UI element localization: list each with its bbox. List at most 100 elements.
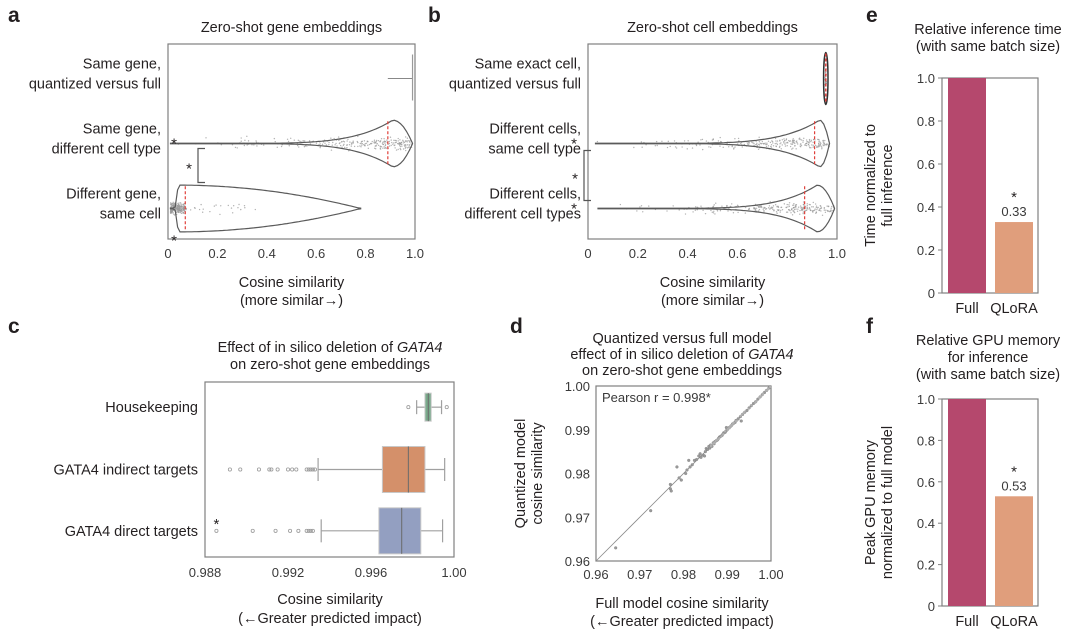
data-point xyxy=(380,146,383,148)
data-point xyxy=(399,147,401,150)
x-axis-label: Cosine similarity xyxy=(660,275,766,291)
data-point xyxy=(325,144,328,146)
data-point xyxy=(799,213,801,215)
data-point xyxy=(816,208,818,211)
data-point xyxy=(796,210,799,212)
data-point xyxy=(726,205,728,207)
data-point xyxy=(776,212,778,215)
data-point xyxy=(775,145,777,147)
data-point xyxy=(830,209,832,211)
panel-a: Zero-shot gene embeddings 0 0.2 0.4 0.6 0.8 1.… xyxy=(29,20,424,309)
data-point xyxy=(822,139,824,142)
data-point xyxy=(359,145,361,147)
data-point xyxy=(710,146,712,148)
y-axis-label: Time normalized to xyxy=(863,124,879,247)
data-point xyxy=(756,142,758,145)
data-point xyxy=(799,145,801,147)
data-point xyxy=(357,135,359,138)
data-point xyxy=(769,141,772,144)
data-point xyxy=(666,146,669,149)
data-point xyxy=(736,417,740,421)
data-point xyxy=(813,138,815,141)
outlier-point xyxy=(306,467,311,472)
data-point xyxy=(792,204,794,206)
data-point xyxy=(712,212,715,214)
data-point xyxy=(700,205,702,207)
data-point xyxy=(816,146,819,148)
data-point xyxy=(819,141,821,143)
data-point xyxy=(205,137,207,139)
outlier-point xyxy=(306,528,311,533)
data-point xyxy=(181,210,183,213)
data-point xyxy=(179,211,182,214)
data-point xyxy=(767,145,770,147)
y-tick-label: 0.96 xyxy=(565,554,590,569)
data-point xyxy=(814,203,817,205)
data-point xyxy=(815,211,818,214)
data-point xyxy=(383,146,385,148)
data-point xyxy=(403,141,406,144)
x-tick-label: 0.6 xyxy=(728,246,746,261)
x-tick-label: 0.988 xyxy=(189,565,222,580)
data-point xyxy=(824,211,827,214)
significance-star: * xyxy=(171,233,177,250)
category-label-group: Same gene, different cell type xyxy=(52,122,161,158)
data-point xyxy=(737,137,740,140)
data-point xyxy=(787,206,789,208)
data-point xyxy=(811,206,813,208)
data-point xyxy=(771,206,774,209)
x-tick-label: 1.0 xyxy=(828,246,846,261)
data-point xyxy=(824,85,826,87)
data-point xyxy=(809,208,811,210)
data-point xyxy=(741,146,743,148)
bar-full xyxy=(948,78,986,293)
significance-star: * xyxy=(186,161,192,178)
data-point xyxy=(744,212,747,214)
data-point xyxy=(806,203,808,205)
data-point xyxy=(177,202,179,205)
data-point xyxy=(174,207,176,210)
data-point xyxy=(788,202,791,204)
data-point xyxy=(654,144,657,147)
data-point xyxy=(240,140,242,142)
data-point xyxy=(393,139,395,142)
data-point xyxy=(768,205,771,207)
category-label: same cell xyxy=(100,207,161,223)
data-point xyxy=(790,143,792,145)
data-point xyxy=(182,207,185,210)
data-point xyxy=(776,206,778,208)
y-axis-label: full inference xyxy=(880,144,896,226)
data-point xyxy=(200,203,202,206)
data-point xyxy=(315,142,318,144)
data-point xyxy=(824,76,826,78)
data-point xyxy=(764,208,767,210)
data-point xyxy=(614,546,618,550)
data-point xyxy=(826,143,829,145)
x-tick-label: Full xyxy=(955,301,978,317)
category-label: Same gene, xyxy=(83,122,161,138)
data-point xyxy=(810,140,812,143)
data-point xyxy=(371,140,373,143)
data-point xyxy=(363,140,366,142)
panel-b-title: Zero-shot cell embeddings xyxy=(627,20,798,36)
data-point xyxy=(792,138,794,140)
y-tick-label: 1.0 xyxy=(917,71,935,86)
data-point xyxy=(407,139,409,142)
data-point xyxy=(802,139,804,142)
data-point xyxy=(800,144,803,147)
data-point xyxy=(716,210,719,212)
data-point xyxy=(262,144,265,146)
x-tick-label: 0.99 xyxy=(715,567,740,582)
data-point xyxy=(702,148,704,151)
data-point xyxy=(403,144,406,146)
data-point xyxy=(812,146,814,148)
data-point xyxy=(349,141,351,143)
y-tick-label: 1.00 xyxy=(565,379,590,394)
data-point xyxy=(402,139,404,142)
data-point xyxy=(748,208,751,210)
panel-d-title: on zero-shot gene embeddings xyxy=(582,363,782,379)
data-point xyxy=(303,140,306,142)
data-point xyxy=(779,211,781,213)
data-point xyxy=(388,145,391,147)
data-point xyxy=(776,140,779,142)
